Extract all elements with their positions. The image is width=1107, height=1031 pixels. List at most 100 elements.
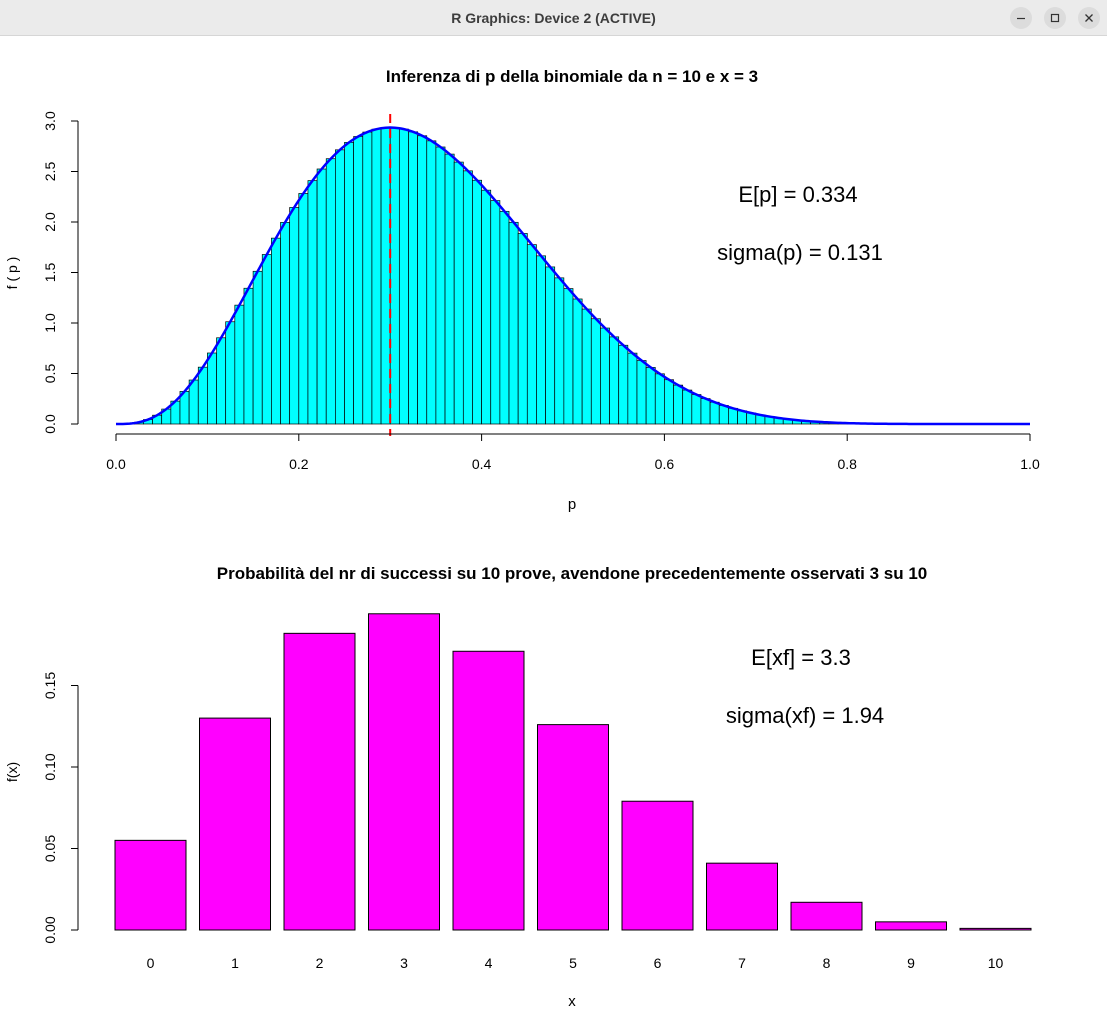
top-y-tick-label: 3.0 (42, 111, 58, 131)
top-x-tick-label: 0.4 (472, 456, 492, 472)
histogram-bar (289, 207, 300, 425)
histogram-bar (335, 149, 345, 425)
title-bar[interactable]: R Graphics: Device 2 (ACTIVE) (0, 0, 1107, 36)
histogram-bar (590, 318, 601, 425)
histogram-bar (636, 360, 647, 425)
histogram-bar (462, 170, 473, 425)
bottom-y-axis-label: f(x) (4, 762, 20, 782)
probability-bar (790, 901, 863, 931)
histogram-bar (499, 210, 510, 425)
sigma-xf-label: sigma(xf) = 1.94 (726, 703, 884, 728)
histogram-bar (481, 189, 492, 425)
histogram-bar (271, 237, 281, 425)
probability-bar (452, 650, 525, 931)
histogram-bar (526, 244, 537, 425)
histogram-bar (261, 254, 272, 425)
histogram-bar (216, 337, 227, 425)
top-x-tick-label: 0.6 (655, 456, 675, 472)
histogram-bar (234, 304, 245, 425)
bottom-x-tick-label: 4 (485, 955, 493, 971)
histogram-bar (307, 180, 318, 425)
bottom-plot-title: Probabilità del nr di successi su 10 pro… (217, 564, 928, 583)
histogram-bar (344, 142, 354, 425)
histogram-bar (417, 135, 428, 425)
histogram-bar (517, 233, 528, 425)
top-y-tick-label: 2.5 (42, 162, 58, 182)
close-icon (1085, 14, 1093, 22)
histogram-bar (353, 136, 364, 425)
top-y-tick-label: 1.5 (42, 263, 58, 283)
histogram-bar (664, 379, 674, 425)
top-axes: 0.0 0.2 0.4 0.6 0.8 1.0 0.0 0.5 1.0 1.5 2.0 2.5 3.0 (42, 111, 1040, 472)
histogram-bar (188, 379, 199, 425)
histogram-bar (572, 298, 583, 425)
probability-bar (621, 800, 694, 931)
histogram-bar (600, 327, 610, 425)
expected-p-label: E[p] = 0.334 (738, 182, 857, 207)
bottom-x-tick-label: 1 (231, 955, 239, 971)
bottom-x-tick-label: 3 (400, 955, 408, 971)
histogram-bar (545, 266, 556, 425)
histogram-bar (197, 366, 208, 425)
histogram-bar (700, 398, 711, 425)
histogram-bar (654, 373, 665, 425)
bottom-y-tick-label: 0.00 (42, 916, 58, 943)
histogram-bar (362, 131, 373, 425)
bottom-x-tick-label: 10 (988, 955, 1004, 971)
histogram-bar (691, 394, 702, 425)
histogram-bar (325, 158, 336, 425)
histogram-bar (682, 389, 693, 425)
histogram-bar (252, 270, 263, 425)
bottom-x-axis-label: x (568, 993, 576, 1010)
histogram-bar (718, 405, 729, 425)
histogram-bar (398, 128, 409, 425)
bottom-x-tick-label: 5 (569, 955, 577, 971)
bottom-y-tick-label: 0.10 (42, 753, 58, 780)
histogram-bar (554, 277, 565, 425)
top-plot-title: Inferenza di p della binomiale da n = 10… (386, 67, 758, 86)
minimize-icon (1017, 17, 1025, 20)
histogram-bar (243, 287, 254, 425)
histogram-bar (371, 128, 382, 425)
histogram-bar (536, 255, 546, 425)
histogram-bar (728, 407, 738, 425)
histogram-bar (563, 288, 574, 425)
bottom-x-tick-label: 6 (654, 955, 662, 971)
top-y-tick-label: 0.5 (42, 364, 58, 384)
histogram-bar (618, 344, 629, 425)
histogram-bar (453, 161, 464, 425)
histogram-bar (709, 401, 720, 425)
bottom-x-tick-label: 2 (316, 955, 324, 971)
histogram-bar (609, 336, 620, 425)
bottom-y-tick-label: 0.15 (42, 672, 58, 699)
bottom-x-tick-label: 9 (907, 955, 915, 971)
histogram-bar (472, 179, 482, 425)
plot-canvas: Inferenza di p della binomiale da n = 10… (4, 67, 1040, 1010)
probability-bar (875, 921, 947, 931)
top-y-tick-label: 1.0 (42, 313, 58, 333)
histogram-bar (426, 140, 437, 425)
histogram-bar (581, 308, 592, 425)
histogram-bar (316, 168, 327, 425)
bottom-x-tick-label: 8 (823, 955, 831, 971)
bottom-x-tick-label: 7 (738, 955, 746, 971)
top-y-tick-label: 2.0 (42, 212, 58, 232)
minimize-button[interactable] (1010, 7, 1032, 29)
histogram-bar (490, 200, 501, 425)
histogram-bar (280, 222, 291, 425)
top-y-tick-label: 0.0 (42, 414, 58, 434)
maximize-button[interactable] (1044, 7, 1066, 29)
bottom-y-tick-label: 0.05 (42, 835, 58, 862)
probability-bar (114, 839, 187, 931)
top-x-tick-label: 1.0 (1020, 456, 1040, 472)
top-x-axis-label: p (568, 496, 576, 513)
close-button[interactable] (1078, 7, 1100, 29)
histogram-bar (645, 367, 656, 425)
probability-bar (959, 927, 1032, 931)
window-title: R Graphics: Device 2 (ACTIVE) (451, 10, 656, 26)
top-x-tick-label: 0.8 (837, 456, 857, 472)
histogram-bar (673, 384, 684, 425)
probability-bar (283, 632, 356, 931)
probability-bar (368, 613, 440, 931)
